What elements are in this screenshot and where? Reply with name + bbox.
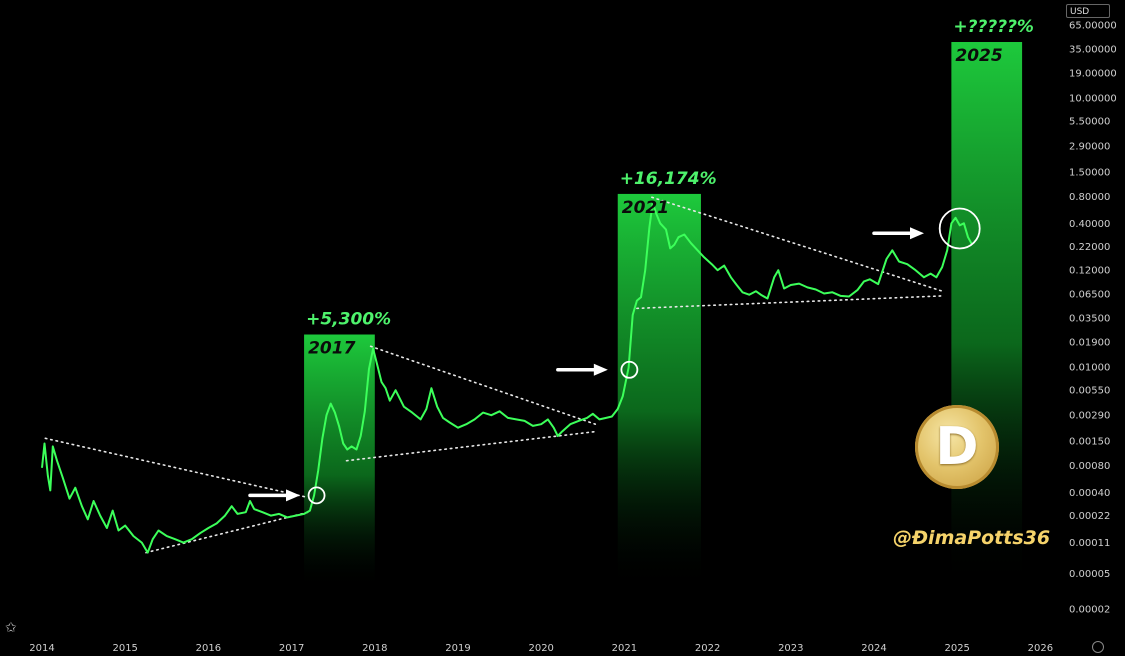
y-tick-label: 0.00550 xyxy=(1069,386,1110,397)
y-tick-label: 0.12000 xyxy=(1069,266,1110,277)
y-tick-label: 65.00000 xyxy=(1069,21,1117,32)
trendline-4 xyxy=(651,196,944,292)
y-tick-label: 35.00000 xyxy=(1069,45,1117,56)
cycle-gain-2017: +5,300% xyxy=(306,310,391,330)
coin-letter: D xyxy=(935,417,979,477)
y-tick-label: 0.80000 xyxy=(1069,192,1110,203)
cycle-band-2017 xyxy=(304,334,375,590)
trendline-5 xyxy=(636,295,944,310)
arrow-right-icon xyxy=(248,489,300,502)
x-tick-label: 2026 xyxy=(1028,643,1053,654)
x-tick-label: 2021 xyxy=(612,643,637,654)
cycle-band-2025 xyxy=(951,42,1023,590)
dogecoin-logo-icon: D xyxy=(915,405,999,489)
price-line xyxy=(41,201,974,554)
highlight-circle-0 xyxy=(307,486,326,505)
trendline-3 xyxy=(345,430,597,462)
highlight-circle-1 xyxy=(620,360,639,379)
x-tick-label: 2024 xyxy=(861,643,886,654)
trendline-0 xyxy=(44,437,310,499)
y-tick-label: 19.00000 xyxy=(1069,68,1117,79)
highlight-circle-2 xyxy=(938,207,981,250)
y-tick-label: 5.50000 xyxy=(1069,117,1110,128)
y-tick-label: 0.00040 xyxy=(1069,488,1110,499)
y-tick-label: 0.22000 xyxy=(1069,242,1110,253)
arrow-right-icon xyxy=(872,227,924,240)
cycle-label-2017: 2017 xyxy=(308,339,355,359)
trendline-1 xyxy=(145,511,310,554)
x-tick-label: 2017 xyxy=(279,643,304,654)
settings-icon[interactable] xyxy=(1092,641,1104,653)
y-tick-label: 0.01000 xyxy=(1069,362,1110,373)
y-tick-label: 10.00000 xyxy=(1069,93,1117,104)
y-tick-label: 2.90000 xyxy=(1069,142,1110,153)
x-tick-label: 2015 xyxy=(112,643,137,654)
author-handle: @ĐimaPotts36 xyxy=(893,527,1051,549)
cycle-label-2025: 2025 xyxy=(955,46,1002,66)
x-tick-label: 2025 xyxy=(944,643,969,654)
currency-selector[interactable]: USD xyxy=(1066,4,1110,18)
y-tick-label: 0.00150 xyxy=(1069,436,1110,447)
cycle-band-2021 xyxy=(617,193,701,590)
x-tick-label: 2016 xyxy=(196,643,221,654)
trendline-2 xyxy=(369,345,597,425)
x-tick-label: 2020 xyxy=(528,643,553,654)
y-tick-label: 0.00022 xyxy=(1069,511,1110,522)
x-tick-label: 2018 xyxy=(362,643,387,654)
x-tick-label: 2022 xyxy=(695,643,720,654)
y-tick-label: 0.00290 xyxy=(1069,411,1110,422)
y-tick-label: 0.00005 xyxy=(1069,569,1110,580)
y-tick-label: 0.01900 xyxy=(1069,337,1110,348)
arrow-right-icon xyxy=(556,363,608,376)
cycle-label-2021: 2021 xyxy=(622,198,669,218)
y-tick-label: 0.00002 xyxy=(1069,605,1110,616)
y-tick-label: 1.50000 xyxy=(1069,167,1110,178)
y-tick-label: 0.40000 xyxy=(1069,219,1110,230)
x-tick-label: 2014 xyxy=(29,643,54,654)
y-tick-label: 0.00080 xyxy=(1069,461,1110,472)
cycle-gain-2025: +?????% xyxy=(953,17,1034,37)
x-tick-label: 2023 xyxy=(778,643,803,654)
cycle-gain-2021: +16,174% xyxy=(620,169,717,189)
x-tick-label: 2019 xyxy=(445,643,470,654)
y-tick-label: 0.06500 xyxy=(1069,290,1110,301)
y-tick-label: 0.00011 xyxy=(1069,538,1110,549)
tradingview-logo-icon[interactable]: ✩ xyxy=(5,619,17,635)
y-tick-label: 0.03500 xyxy=(1069,314,1110,325)
